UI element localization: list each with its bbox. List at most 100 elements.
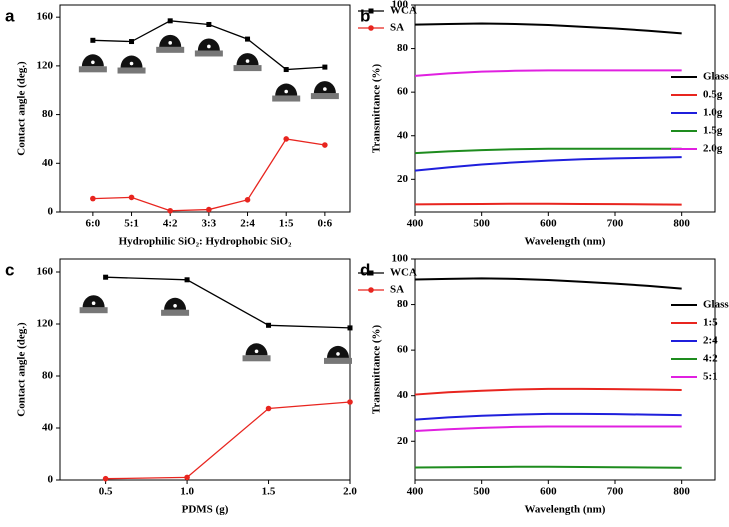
droplet [82, 295, 105, 308]
droplet-glint [91, 301, 96, 306]
y-axis-label: Contact angle (deg.) [16, 322, 28, 417]
droplet-glint [173, 304, 177, 308]
y-tick-label: 120 [37, 59, 54, 71]
point [266, 322, 272, 328]
point [129, 39, 135, 45]
point [167, 18, 173, 24]
droplet-glint [91, 60, 95, 65]
y-tick-label: 60 [397, 344, 409, 356]
x-tick-label: 500 [473, 486, 490, 498]
series-line [414, 69, 682, 77]
x-tick-label: 400 [407, 218, 424, 230]
droplet [313, 81, 336, 94]
y-tick-label: 80 [397, 42, 409, 54]
legend-label: 2:4 [703, 335, 718, 347]
series-line [414, 387, 682, 396]
legend-label: 1.0g [703, 107, 723, 119]
x-tick-label: 2.0 [343, 486, 357, 498]
point [283, 136, 290, 142]
legend-label: 2.0g [703, 143, 723, 155]
droplet [197, 38, 220, 51]
legend-label: Glass [703, 299, 729, 311]
droplet-base [310, 93, 339, 100]
series-line [414, 202, 682, 206]
series-line [414, 147, 682, 155]
x-tick-label: 600 [540, 218, 557, 230]
legend-label: 1.5g [703, 125, 723, 137]
x-tick-label: 800 [673, 486, 690, 498]
droplet [120, 55, 143, 68]
plot-frame [414, 258, 716, 481]
droplet [275, 83, 298, 96]
point [90, 37, 96, 43]
plot-frame [59, 258, 351, 481]
droplet-base [117, 67, 146, 74]
point [347, 399, 353, 405]
y-tick-label: 0 [48, 206, 54, 218]
point [347, 325, 353, 331]
x-tick-label: 700 [607, 486, 624, 498]
droplet [81, 54, 104, 67]
legend-label: WCA [390, 5, 417, 17]
x-tick-label: 0.5 [99, 486, 113, 498]
x-tick-label: 0:6 [318, 218, 333, 230]
x-axis-label: PDMS (g) [182, 504, 229, 516]
series-line [414, 277, 682, 290]
y-tick-label: 60 [397, 86, 409, 98]
x-tick-label: 3:3 [202, 218, 217, 230]
x-tick-label: 500 [473, 218, 490, 230]
legend-label: 4:2 [703, 353, 718, 365]
y-tick-label: 40 [397, 129, 409, 141]
point [102, 475, 109, 482]
droplet-glint [207, 44, 211, 49]
x-axis-label: Wavelength (nm) [525, 236, 606, 248]
panel-label: a [5, 6, 15, 25]
x-tick-label: 1:5 [279, 218, 294, 230]
y-axis-label: Contact angle (deg.) [16, 61, 28, 156]
legend-marker [368, 287, 374, 293]
y-axis-label: Transmittance (%) [371, 64, 383, 154]
point [322, 142, 328, 148]
droplet-glint [168, 41, 172, 45]
plot-frame [59, 4, 351, 213]
y-tick-label: 20 [397, 435, 409, 447]
x-axis-label: Hydrophilic SiO₂: Hydrophobic SiO₂ [119, 236, 292, 248]
panel-label: c [5, 260, 14, 279]
panel-label: d [360, 260, 370, 279]
series-line [105, 276, 351, 329]
y-tick-label: 100 [392, 0, 409, 11]
droplet-base [79, 307, 108, 314]
x-tick-label: 5:1 [124, 218, 139, 230]
x-tick-label: 1.0 [180, 486, 194, 498]
legend-label: 1:5 [703, 317, 718, 329]
y-tick-label: 0 [48, 474, 54, 486]
point [103, 274, 109, 280]
x-tick-label: 2:4 [240, 218, 255, 230]
droplet-glint [323, 87, 327, 91]
y-tick-label: 160 [37, 11, 54, 23]
series-line [414, 156, 682, 172]
series-line [414, 412, 682, 421]
droplet-glint [336, 352, 340, 356]
point [245, 36, 251, 42]
legend-label: 0.5g [703, 89, 723, 101]
y-tick-label: 80 [42, 370, 54, 382]
point [184, 474, 190, 481]
series-line [414, 22, 682, 35]
y-tick-label: 20 [397, 173, 409, 185]
y-tick-label: 80 [397, 298, 409, 310]
droplet-base [272, 95, 301, 102]
droplet-base [161, 309, 190, 316]
x-tick-label: 400 [407, 486, 424, 498]
point [244, 197, 251, 203]
y-tick-label: 40 [397, 389, 409, 401]
droplet-base [78, 66, 107, 73]
droplet-glint [254, 349, 259, 354]
point [206, 21, 212, 27]
y-tick-label: 80 [42, 108, 54, 120]
y-tick-label: 40 [42, 422, 54, 434]
y-tick-label: 40 [42, 157, 54, 169]
y-tick-label: 160 [37, 266, 54, 278]
series-line [92, 138, 325, 212]
